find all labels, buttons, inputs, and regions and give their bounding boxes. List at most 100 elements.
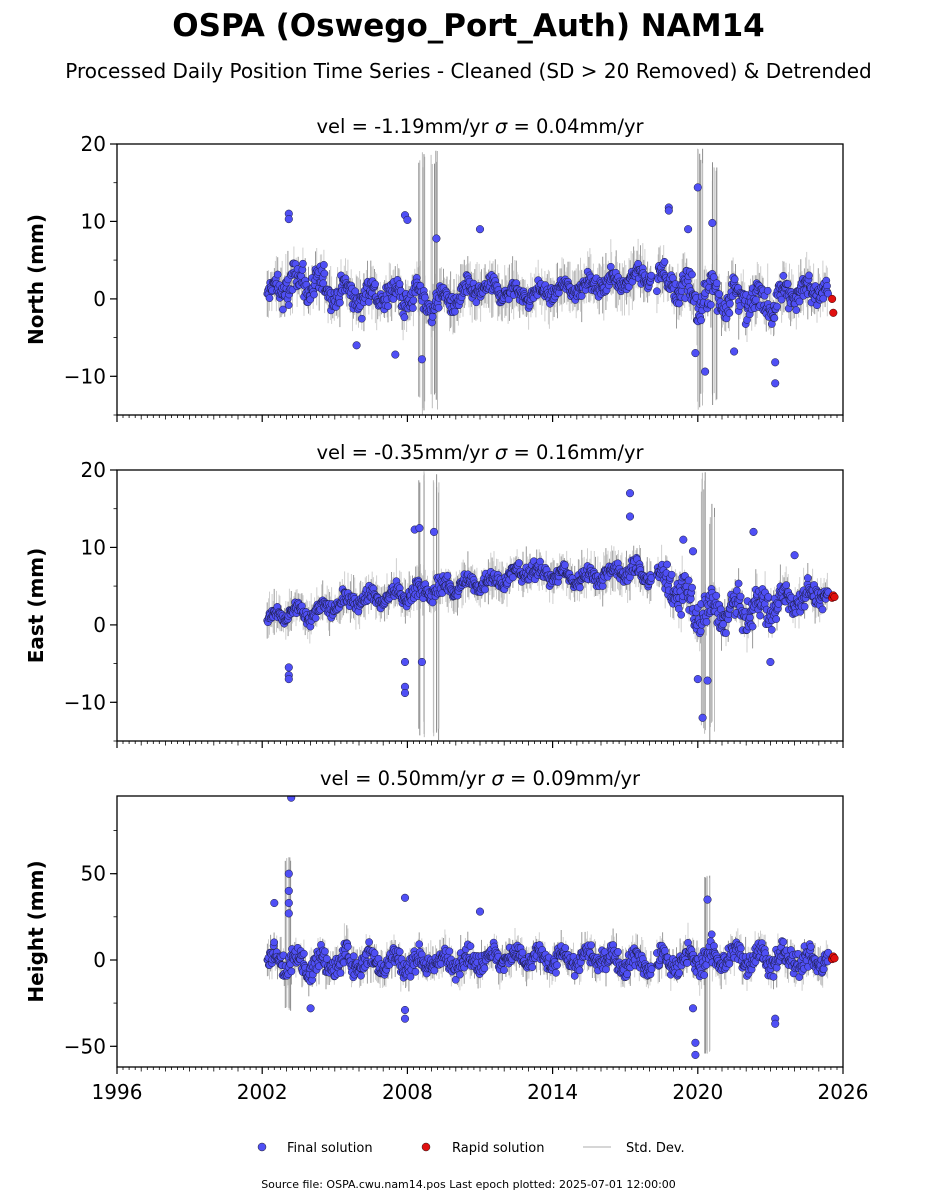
- rapid-solution-point: [830, 592, 839, 602]
- final-solution-point: [279, 305, 287, 314]
- x-tick-label: 2020: [672, 1080, 723, 1104]
- final-solution-point: [766, 657, 775, 667]
- final-solution-point: [480, 964, 489, 973]
- final-solution-point: [321, 947, 329, 956]
- final-solution-point: [691, 1038, 700, 1047]
- rapid-solution-point: [828, 294, 837, 303]
- plot-area: [263, 471, 839, 741]
- final-solution-point: [730, 347, 739, 356]
- final-solution-point: [528, 963, 537, 972]
- final-solution-point: [400, 1014, 410, 1023]
- final-solution-point: [730, 275, 739, 284]
- final-solution-point: [726, 299, 734, 308]
- final-solution-point: [819, 965, 828, 973]
- final-solution-point: [756, 611, 764, 620]
- final-solution-point: [663, 560, 671, 569]
- y-axis-label: North (mm): [24, 214, 48, 345]
- panel-title-velocity: vel = -1.19mm/yr: [316, 115, 494, 138]
- panel-3: −50 0 50 1996 2002 2008 2014 2020 2026 vel = 0.50…: [24, 767, 868, 1104]
- final-solution-point: [395, 947, 404, 956]
- final-solution-point: [561, 561, 569, 569]
- final-solution-point: [365, 938, 373, 946]
- x-ticks: [116, 741, 844, 748]
- final-solution-point: [684, 225, 693, 234]
- plot-area: [263, 796, 839, 1059]
- final-solution-point: [725, 959, 734, 968]
- final-solution-point: [684, 576, 693, 585]
- rapid-solution-points: [828, 294, 838, 317]
- x-ticks: [116, 415, 844, 422]
- final-solution-point: [299, 259, 307, 268]
- final-solution-point: [351, 287, 360, 296]
- final-solution-point: [284, 869, 293, 878]
- final-solution-point: [265, 294, 274, 302]
- final-solution-point: [417, 355, 426, 364]
- final-solution-point: [691, 1050, 700, 1059]
- final-solution-point: [700, 971, 709, 979]
- final-solution-point: [800, 602, 809, 611]
- final-solution-point: [703, 676, 712, 685]
- final-solution-point: [710, 942, 718, 950]
- final-solution-points: [263, 796, 833, 1059]
- final-solution-point: [749, 527, 758, 536]
- final-solution-point: [320, 261, 328, 269]
- final-solution-point: [683, 959, 692, 967]
- figure-subtitle: Processed Daily Position Time Series - C…: [65, 59, 871, 83]
- final-solution-point: [357, 314, 366, 323]
- y-tick-label: 0: [93, 613, 106, 637]
- final-solution-point: [719, 620, 728, 629]
- final-solution-point: [625, 489, 635, 498]
- x-tick-label: 2002: [237, 1080, 288, 1104]
- final-solution-point: [409, 296, 418, 305]
- final-solution-point: [284, 898, 293, 908]
- final-solution-point: [443, 571, 452, 580]
- legend: Final solution Rapid solution Std. Dev.: [257, 1141, 685, 1156]
- final-solution-point: [748, 622, 757, 631]
- x-tick-label: 2026: [818, 1080, 869, 1104]
- final-solution-point: [712, 591, 721, 600]
- final-solution-point: [675, 969, 684, 977]
- final-solution-point: [310, 290, 318, 299]
- legend-label-sd: Std. Dev.: [626, 1141, 685, 1156]
- panel-title-velocity: vel = -0.35mm/yr: [316, 441, 494, 464]
- final-solution-point: [693, 183, 702, 192]
- x-ticks: [116, 1067, 844, 1074]
- final-solution-point: [795, 297, 804, 306]
- legend-label-rapid: Rapid solution: [452, 1141, 544, 1156]
- final-solution-point: [771, 1019, 780, 1028]
- final-solution-point: [769, 972, 778, 981]
- final-solution-point: [400, 688, 410, 698]
- final-solution-point: [434, 303, 443, 312]
- final-solution-point: [311, 614, 320, 622]
- final-solution-point: [391, 350, 400, 359]
- final-solution-point: [688, 583, 696, 592]
- final-solution-point: [409, 304, 417, 312]
- final-solution-point: [428, 312, 437, 321]
- final-solution-point: [395, 280, 404, 288]
- final-solution-point: [779, 271, 788, 280]
- final-solution-point: [767, 625, 776, 634]
- final-solution-point: [561, 944, 570, 952]
- final-solution-point: [725, 309, 734, 317]
- final-solution-point: [660, 257, 669, 266]
- final-solution-point: [576, 583, 584, 592]
- final-solution-point: [270, 898, 279, 908]
- final-solution-point: [577, 292, 586, 300]
- final-solution-point: [287, 967, 296, 976]
- final-solution-point: [697, 316, 705, 325]
- rapid-solution-point: [830, 954, 839, 963]
- final-solution-point: [818, 605, 827, 614]
- final-solution-point: [598, 582, 607, 590]
- x-tick-label: 2008: [382, 1080, 433, 1104]
- final-solution-point: [623, 970, 631, 978]
- final-solution-point: [790, 551, 799, 560]
- final-solution-point: [777, 295, 786, 304]
- x-tick-label: 1996: [92, 1080, 143, 1104]
- plot-area: [263, 148, 838, 415]
- final-solution-point: [675, 299, 683, 308]
- rapid-solution-point: [829, 308, 838, 317]
- final-solution-point: [703, 895, 712, 904]
- final-solution-point: [688, 547, 698, 556]
- rapid-solution-points: [828, 952, 839, 964]
- final-solution-point: [445, 947, 454, 956]
